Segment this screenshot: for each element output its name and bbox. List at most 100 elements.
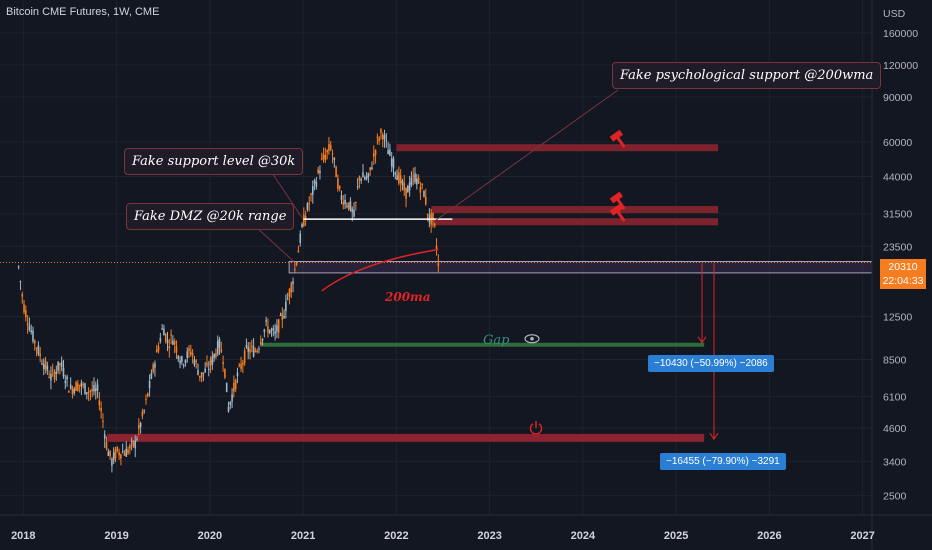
candle-body: [304, 215, 307, 221]
gap-label: Gap: [483, 333, 510, 348]
candle-body: [220, 349, 223, 353]
candle-body: [213, 354, 215, 358]
candle-body: [125, 448, 128, 457]
candle-body: [390, 158, 393, 167]
candle-body: [340, 195, 343, 200]
candle-body: [222, 362, 224, 364]
candle-body: [374, 150, 377, 156]
hammer-head: [609, 191, 623, 204]
candle-body: [134, 440, 137, 449]
hammer-icon: [609, 191, 626, 210]
candle-body: [17, 266, 20, 268]
candle-body: [333, 157, 336, 161]
candle-body: [320, 158, 323, 160]
candle-body: [376, 136, 379, 138]
candle-body: [87, 391, 90, 393]
candle-body: [331, 153, 334, 155]
candle-body: [111, 459, 113, 466]
candle-body: [414, 173, 416, 183]
candle-body: [71, 388, 74, 395]
resistance-zone: [431, 218, 719, 226]
y-tick-label: 23500: [883, 241, 912, 253]
candle-body: [408, 182, 411, 191]
candle-body: [349, 201, 352, 211]
candle-body: [198, 375, 201, 378]
callout-support-30k[interactable]: Fake support level @30k: [124, 148, 304, 175]
candle-body: [148, 380, 151, 389]
eye-icon: [524, 334, 540, 344]
candle-body: [62, 367, 65, 377]
candle-body: [401, 180, 404, 185]
bottom-zone: [107, 433, 705, 442]
candle-body: [437, 260, 440, 267]
candles: [17, 127, 440, 473]
candle-body: [141, 411, 144, 417]
candle-body: [41, 363, 43, 365]
candle-body: [421, 183, 423, 186]
x-tick-label: 2026: [757, 530, 781, 542]
candle-body: [342, 201, 345, 205]
candle-body: [313, 180, 316, 184]
candle-body: [310, 193, 312, 195]
currency-label: USD: [883, 8, 906, 20]
x-tick-label: 2022: [384, 530, 408, 542]
y-tick-label: 120000: [883, 60, 918, 72]
candle-body: [75, 382, 77, 391]
candle-body: [285, 301, 287, 312]
candle-body: [412, 175, 415, 177]
candle-body: [288, 289, 291, 297]
candle-body: [301, 224, 303, 227]
candle-body: [202, 372, 205, 375]
candle-body: [64, 381, 67, 383]
candle-body: [242, 362, 244, 365]
power-icon: [529, 423, 543, 435]
hammer-handle: [616, 198, 626, 210]
candle-body: [73, 388, 76, 393]
candle-body: [152, 364, 154, 372]
candle-body: [363, 177, 366, 180]
candle-body: [319, 170, 321, 174]
candle-body: [243, 350, 246, 364]
candle-body: [190, 351, 192, 355]
candle-body: [236, 372, 239, 377]
measure-label-2[interactable]: −16455 (−79.90%) −3291: [660, 453, 786, 470]
candle-body: [258, 348, 260, 350]
candle-body: [44, 360, 47, 369]
candle-body: [389, 149, 391, 156]
ma-200-curve: [321, 248, 439, 292]
candle-body: [163, 328, 165, 336]
hammer-icon: [609, 203, 626, 223]
candle-body: [84, 383, 86, 395]
candle-body: [424, 196, 427, 205]
candle-body: [207, 368, 210, 371]
candle-body: [277, 319, 280, 333]
candle-body: [170, 334, 172, 336]
callout-psych-support[interactable]: Fake psychological support @200wma: [612, 62, 882, 89]
x-tick-label: 2023: [477, 530, 501, 542]
candle-body: [295, 262, 298, 265]
candle-body: [423, 190, 425, 197]
candle-body: [346, 205, 348, 207]
candle-body: [294, 269, 296, 271]
candle-body: [129, 445, 131, 449]
overlay: [0, 89, 872, 441]
candle-body: [30, 330, 33, 333]
y-tick-label: 160000: [883, 28, 918, 40]
candle-body: [188, 348, 190, 352]
candle-body: [109, 450, 111, 457]
callout-dmz-20k[interactable]: Fake DMZ @20k range: [126, 203, 295, 230]
candle-body: [182, 364, 185, 366]
candle-body: [33, 340, 36, 344]
candle-body: [324, 155, 327, 161]
measure-label-1[interactable]: −10430 (−50.99%) −2086: [648, 355, 774, 372]
candle-body: [175, 346, 178, 353]
candle-body: [356, 186, 359, 188]
candle-body: [209, 359, 212, 366]
candle-body: [154, 363, 156, 368]
candle-body: [351, 208, 354, 213]
candle-body: [290, 283, 293, 293]
candle-body: [256, 350, 258, 353]
x-tick-label: 2025: [664, 530, 688, 542]
eye-icon-pupil: [530, 336, 534, 341]
candle-body: [272, 328, 275, 331]
